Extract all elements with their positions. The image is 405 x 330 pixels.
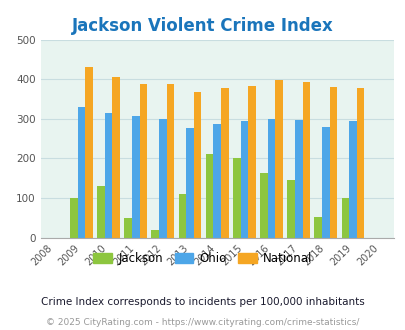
Bar <box>275 81 282 238</box>
Bar <box>302 82 309 238</box>
Bar <box>159 119 166 238</box>
Bar <box>166 84 174 238</box>
Text: Crime Index corresponds to incidents per 100,000 inhabitants: Crime Index corresponds to incidents per… <box>41 297 364 307</box>
Bar <box>178 194 186 238</box>
Bar <box>321 127 329 238</box>
Bar <box>151 230 159 238</box>
Bar <box>294 120 302 238</box>
Bar <box>329 87 337 238</box>
Bar <box>186 127 193 238</box>
Bar <box>220 88 228 238</box>
Bar <box>356 87 364 238</box>
Bar <box>112 77 119 238</box>
Bar <box>348 121 356 238</box>
Bar <box>341 198 348 238</box>
Text: Jackson Violent Crime Index: Jackson Violent Crime Index <box>72 17 333 35</box>
Text: © 2025 CityRating.com - https://www.cityrating.com/crime-statistics/: © 2025 CityRating.com - https://www.city… <box>46 318 359 327</box>
Bar <box>260 173 267 238</box>
Bar <box>287 180 294 238</box>
Bar <box>240 121 247 238</box>
Bar <box>97 186 104 238</box>
Bar <box>232 158 240 238</box>
Bar <box>132 115 139 238</box>
Bar <box>205 154 213 238</box>
Bar <box>247 86 255 238</box>
Bar <box>85 67 92 238</box>
Bar <box>213 123 220 238</box>
Bar <box>139 84 147 238</box>
Bar <box>104 113 112 238</box>
Bar <box>193 92 201 238</box>
Bar <box>77 107 85 238</box>
Bar <box>314 217 321 238</box>
Bar <box>267 119 275 238</box>
Bar <box>124 218 132 238</box>
Bar <box>70 198 77 238</box>
Legend: Jackson, Ohio, National: Jackson, Ohio, National <box>88 247 317 270</box>
